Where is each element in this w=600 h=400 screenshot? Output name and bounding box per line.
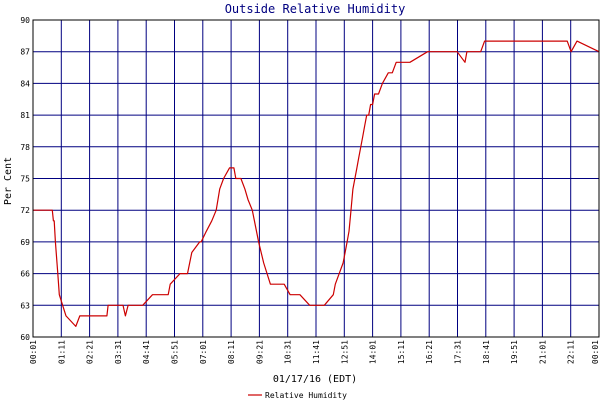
- x-tick-label: 10:31: [284, 340, 293, 364]
- y-tick-label: 87: [20, 48, 30, 57]
- y-tick-label: 66: [20, 270, 30, 279]
- x-tick-label: 21:01: [538, 340, 547, 364]
- y-axis-label: Per Cent: [3, 157, 14, 205]
- x-tick-label: 09:21: [255, 340, 264, 364]
- x-tick-label: 04:41: [142, 340, 151, 364]
- x-tick-label: 03:31: [114, 340, 123, 364]
- x-tick-label: 02:21: [86, 340, 95, 364]
- x-tick-label: 05:51: [171, 340, 180, 364]
- x-tick-label: 17:31: [454, 340, 463, 364]
- y-tick-label: 75: [20, 175, 30, 184]
- y-tick-label: 90: [20, 16, 30, 25]
- legend-label: Relative Humidity: [265, 391, 347, 400]
- x-tick-label: 00:01: [29, 340, 38, 364]
- plot-frame: [32, 19, 600, 338]
- x-tick-label: 12:51: [340, 340, 349, 364]
- x-axis-label: 01/17/16 (EDT): [273, 374, 357, 385]
- x-tick-labels: 00:01 01:11 02:21 03:31 04:41 05:51 07:01 08:11…: [29, 340, 600, 364]
- y-tick-label: 81: [20, 111, 30, 120]
- humidity-series-line: [33, 40, 600, 327]
- y-tick-label: 69: [20, 238, 30, 247]
- x-tick-label: 07:01: [199, 340, 208, 364]
- x-tick-label: 08:11: [227, 340, 236, 364]
- x-tick-label: 01:11: [57, 340, 66, 364]
- grid: [32, 19, 600, 338]
- x-tick-label: 18:41: [482, 340, 491, 364]
- x-tick-label: 22:11: [567, 340, 576, 364]
- x-tick-label: 11:41: [312, 340, 321, 364]
- x-tick-label: 16:21: [425, 340, 434, 364]
- x-tick-label: 15:11: [397, 340, 406, 364]
- y-tick-label: 72: [20, 206, 30, 215]
- y-tick-label: 63: [20, 301, 30, 310]
- series-layer: [33, 40, 600, 327]
- y-tick-labels: 60 63 66 69 72 75 78 81 84 87 90: [20, 16, 30, 342]
- legend: Relative Humidity: [248, 391, 347, 400]
- y-tick-label: 78: [20, 143, 30, 152]
- y-tick-label: 84: [20, 79, 30, 88]
- chart-title: Outside Relative Humidity: [225, 2, 406, 16]
- x-tick-label: 00:01: [591, 340, 600, 364]
- x-tick-label: 19:51: [510, 340, 519, 364]
- y-tick-label: 60: [20, 333, 30, 342]
- x-tick-label: 14:01: [369, 340, 378, 364]
